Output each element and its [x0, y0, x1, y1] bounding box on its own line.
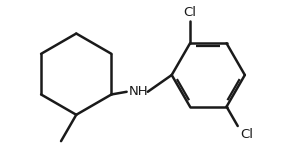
- Text: Cl: Cl: [184, 6, 196, 19]
- Text: Cl: Cl: [240, 128, 253, 141]
- Text: NH: NH: [128, 85, 148, 98]
